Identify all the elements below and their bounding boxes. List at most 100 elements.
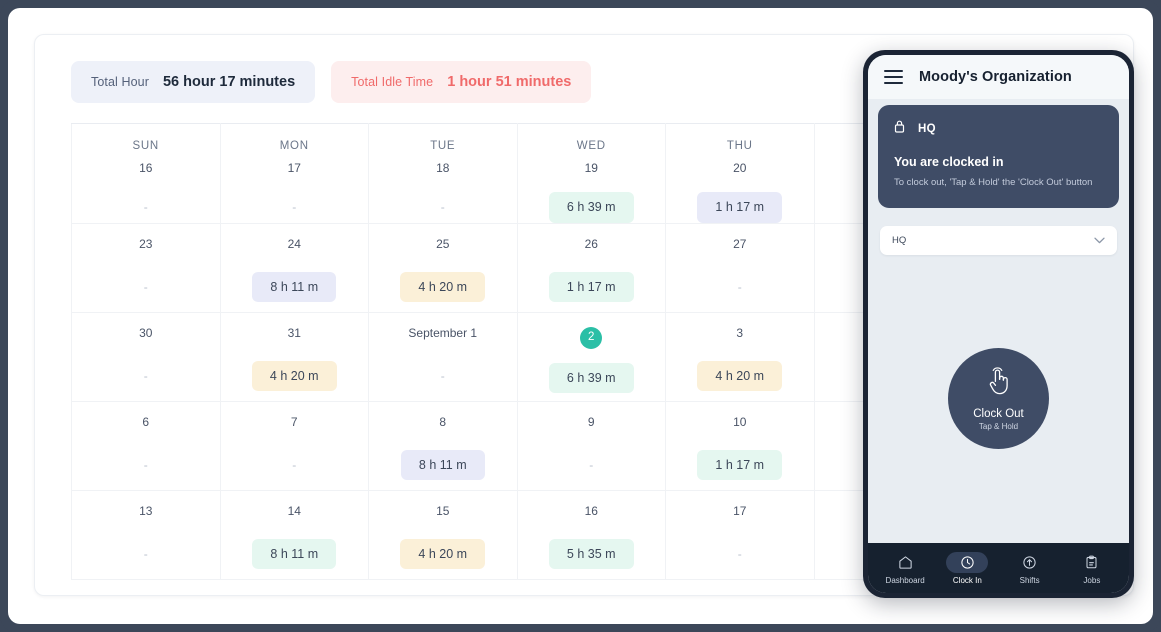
hamburger-menu-icon[interactable] [884, 70, 903, 84]
day-number: 23 [139, 236, 153, 251]
hours-empty: - [737, 279, 742, 294]
day-hours-wrap: - [518, 450, 666, 480]
day-number: 7 [290, 414, 298, 429]
day-number: 9 [587, 414, 595, 429]
day-of-week-label: THU [726, 140, 753, 152]
total-hour-value: 56 hour 17 minutes [162, 74, 296, 90]
day-hours-wrap: 6 h 39 m [518, 362, 666, 393]
hours-empty: - [143, 368, 148, 383]
hours-empty: - [143, 279, 148, 294]
calendar-header-cell[interactable]: SUN 16 - [71, 123, 221, 224]
day-number: 25 [436, 236, 450, 251]
total-idle-time-label: Total Idle Time [351, 75, 434, 89]
day-hours-wrap: 4 h 20 m [221, 360, 369, 391]
day-number: 13 [139, 503, 153, 518]
calendar-day-cell[interactable]: 2 6 h 39 m [516, 311, 666, 402]
nav-item-label: Jobs [1083, 575, 1101, 585]
nav-item-dashboard[interactable]: Dashboard [877, 552, 933, 585]
phone-mockup: Moody's Organization HQ You are clocked … [863, 50, 1134, 598]
calendar-day-cell[interactable]: 26 1 h 17 m [516, 222, 666, 313]
day-number: 30 [139, 325, 153, 340]
hours-badge: 6 h 39 m [548, 192, 634, 223]
calendar-day-cell[interactable]: 24 8 h 11 m [219, 222, 369, 313]
day-hours-wrap: 8 h 11 m [369, 449, 517, 480]
calendar-day-cell[interactable]: 27 - [665, 222, 815, 313]
day-of-week-label: TUE [430, 140, 456, 152]
day-hours-wrap: - [666, 539, 814, 569]
phone-app-header: Moody's Organization [868, 55, 1129, 99]
hours-empty: - [292, 200, 297, 214]
calendar-day-cell[interactable]: 7- [219, 400, 369, 491]
nav-item-label: Shifts [1019, 575, 1040, 585]
day-hours-wrap: 4 h 20 m [369, 538, 517, 569]
header-hours-wrap: - [72, 192, 220, 222]
day-hours-wrap: 4 h 20 m [666, 360, 814, 391]
status-heading: You are clocked in [894, 155, 1004, 169]
hours-badge: 1 h 17 m [548, 271, 634, 302]
hours-empty: - [440, 200, 445, 214]
day-hours-wrap: - [72, 361, 220, 391]
nav-item-jobs[interactable]: Jobs [1064, 552, 1120, 585]
day-hours-wrap: - [369, 361, 517, 391]
nav-item-clock-in[interactable]: Clock In [939, 551, 995, 585]
calendar-day-cell[interactable]: 30 - [71, 311, 221, 402]
nav-item-shifts[interactable]: Shifts [1002, 552, 1058, 585]
organization-title: Moody's Organization [919, 69, 1072, 85]
hours-empty: - [143, 200, 148, 214]
hours-empty: - [737, 546, 742, 561]
hours-badge: 6 h 39 m [548, 362, 634, 393]
clipboard-icon [1071, 552, 1113, 573]
calendar-header-cell[interactable]: TUE 18 - [368, 123, 518, 224]
hours-badge: 4 h 20 m [400, 271, 486, 302]
day-number-today: 2 [580, 326, 603, 349]
hours-badge: 4 h 20 m [400, 538, 486, 569]
hours-empty: - [143, 457, 148, 472]
site-select-dropdown[interactable]: HQ [880, 225, 1117, 255]
hours-badge: 8 h 11 m [400, 449, 485, 480]
calendar-day-cell[interactable]: 9- [516, 400, 666, 491]
calendar-day-cell[interactable]: 3 4 h 20 m [665, 311, 815, 402]
calendar-day-cell[interactable]: 23 - [71, 222, 221, 313]
day-number: 27 [733, 236, 747, 251]
calendar-day-cell[interactable]: 6- [71, 400, 221, 491]
calendar-day-cell[interactable]: 17 - [665, 489, 815, 580]
day-number: 24 [287, 236, 301, 251]
lock-icon [894, 120, 905, 138]
calendar-day-cell[interactable]: 14 8 h 11 m [219, 489, 369, 580]
hours-badge: 8 h 11 m [252, 538, 337, 569]
hours-badge: 8 h 11 m [252, 271, 337, 302]
hours-empty: - [143, 546, 148, 561]
total-hour-label: Total Hour [91, 75, 149, 89]
total-idle-time-pill: Total Idle Time 1 hour 51 minutes [331, 61, 592, 103]
calendar-day-cell[interactable]: September 1 - [368, 311, 518, 402]
clock-out-hint: Tap & Hold [978, 422, 1019, 432]
total-idle-time-value: 1 hour 51 minutes [447, 74, 572, 90]
day-number: 18 [436, 161, 450, 175]
calendar-day-cell[interactable]: 10 1 h 17 m [665, 400, 815, 491]
calendar-day-cell[interactable]: 13 - [71, 489, 221, 580]
calendar-header-cell[interactable]: MON 17 - [219, 123, 369, 224]
calendar-day-cell[interactable]: 25 4 h 20 m [368, 222, 518, 313]
calendar-header-cell[interactable]: THU 20 1 h 17 m [665, 123, 815, 224]
arrow-up-circle-icon [1009, 552, 1051, 573]
day-number: 19 [584, 161, 598, 175]
clock-out-button[interactable]: Clock Out Tap & Hold [948, 348, 1049, 450]
calendar-day-cell[interactable]: 16 5 h 35 m [516, 489, 666, 580]
calendar-day-cell[interactable]: 31 4 h 20 m [219, 311, 369, 402]
day-hours-wrap: 8 h 11 m [221, 271, 369, 302]
total-hour-pill: Total Hour 56 hour 17 minutes [71, 61, 316, 103]
day-of-week-label: SUN [132, 140, 159, 152]
day-hours-wrap: - [666, 272, 814, 302]
hours-badge: 4 h 20 m [251, 360, 337, 391]
clocked-in-status-card: HQ You are clocked in To clock out, 'Tap… [878, 105, 1119, 208]
day-hours-wrap: 1 h 17 m [666, 449, 814, 480]
day-hours-wrap: 8 h 11 m [221, 538, 369, 569]
nav-item-label: Clock In [952, 575, 982, 585]
calendar-header-cell[interactable]: WED 19 6 h 39 m [516, 123, 666, 224]
day-number: 16 [139, 161, 153, 175]
day-number: 14 [287, 503, 301, 518]
clock-icon [946, 551, 989, 573]
calendar-day-cell[interactable]: 15 4 h 20 m [368, 489, 518, 580]
calendar-day-cell[interactable]: 8 8 h 11 m [368, 400, 518, 491]
